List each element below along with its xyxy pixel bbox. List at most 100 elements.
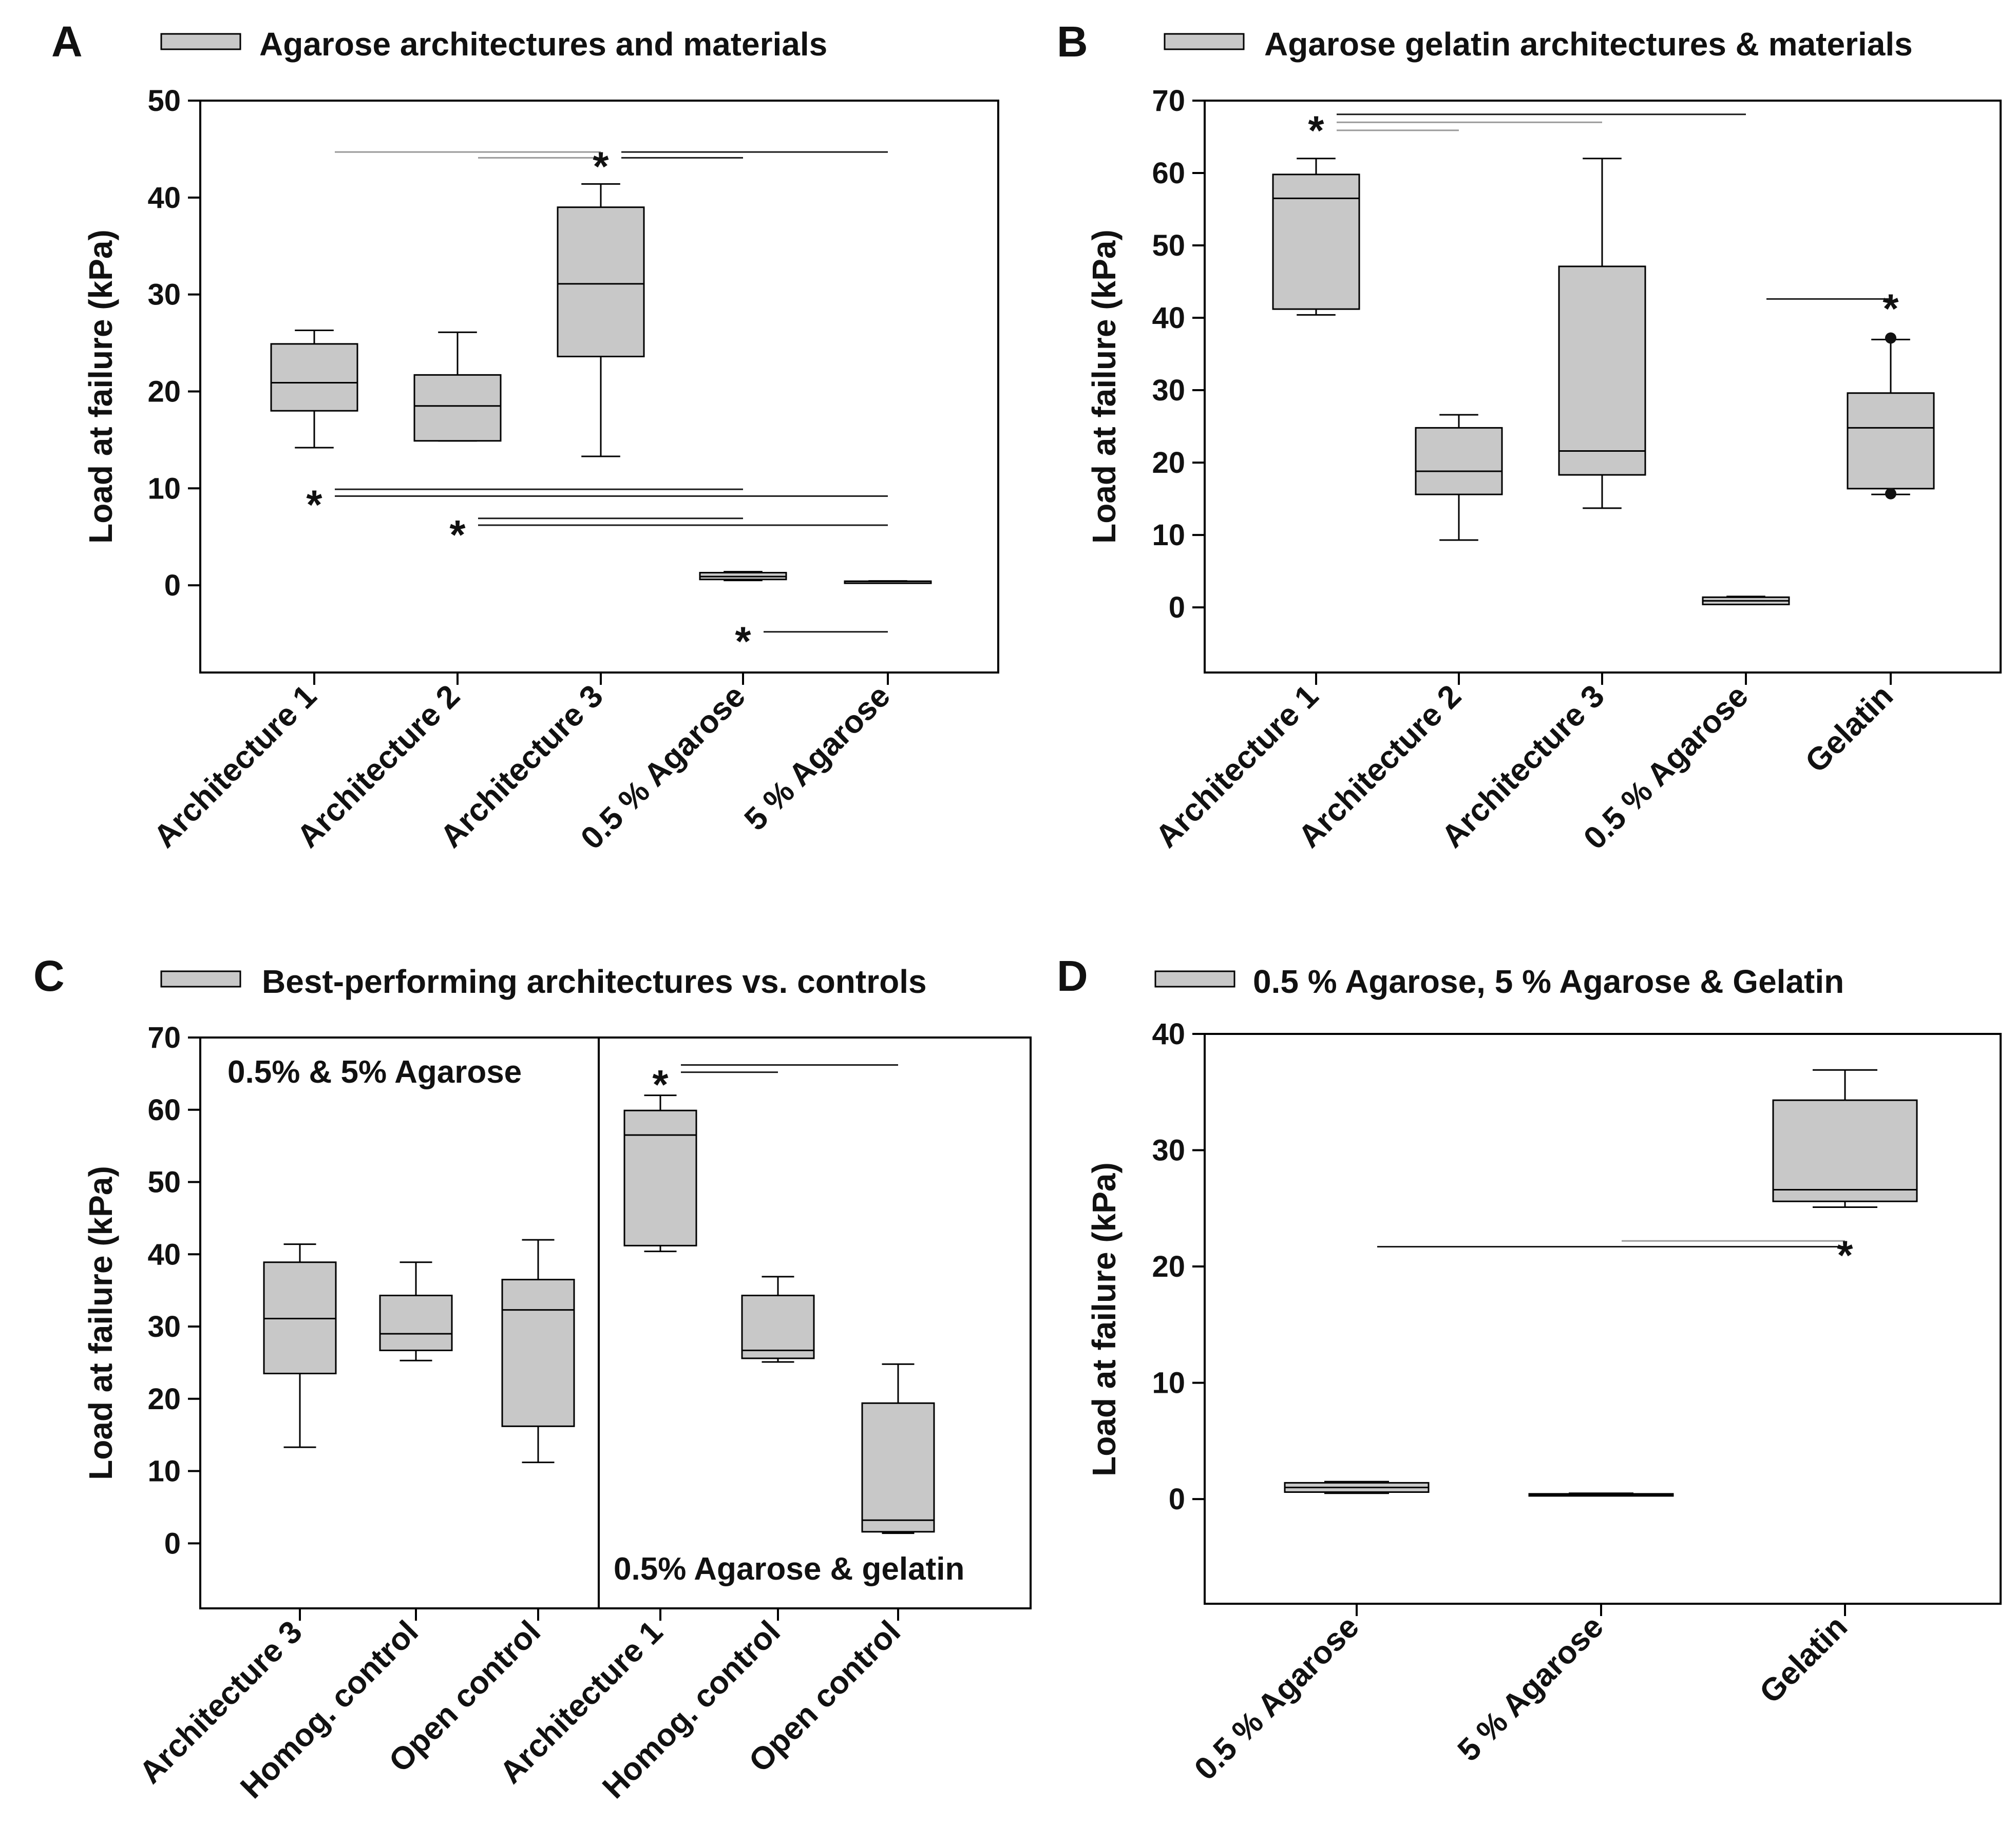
box-body: [741, 1295, 815, 1359]
box-3: [557, 183, 645, 457]
y-tick-label: 20: [1152, 1250, 1185, 1283]
significance-group: *: [735, 619, 888, 664]
significance-group: *: [1377, 1232, 1853, 1278]
box-body: [270, 343, 358, 412]
significance-star: *: [306, 482, 322, 527]
box-5: [741, 1276, 815, 1363]
significance-group: *: [1766, 285, 1899, 331]
box-body: [379, 1295, 453, 1351]
y-tick-label: 10: [147, 472, 181, 505]
box-4: [1702, 596, 1790, 605]
box-body: [1772, 1099, 1918, 1202]
y-tick-label: 50: [147, 1166, 181, 1199]
y-axis-label: Load at failure (kPa): [82, 1166, 119, 1480]
y-tick-label: 0: [164, 569, 181, 602]
y-tick-label: 10: [1152, 1367, 1185, 1400]
box-5: [1847, 338, 1935, 495]
y-tick-label: 40: [147, 1238, 181, 1271]
y-tick-label: 30: [147, 278, 181, 312]
y-tick-label: 0: [1169, 591, 1185, 624]
box-2: [413, 331, 502, 442]
legend-swatch: [160, 33, 241, 50]
legend-label: Agarose gelatin architectures & material…: [1264, 26, 1913, 63]
box-body: [1272, 174, 1360, 310]
box-body: [1415, 427, 1503, 495]
box-4: [623, 1094, 697, 1253]
box-6: [861, 1363, 935, 1534]
panel-letter: B: [1057, 17, 1088, 66]
y-tick-label: 40: [147, 181, 181, 215]
box-body: [623, 1109, 697, 1246]
y-tick-label: 20: [147, 375, 181, 408]
box-2: [1528, 1492, 1674, 1497]
box-5: [844, 580, 932, 584]
y-tick-label: 60: [1152, 157, 1185, 190]
group-label-left: 0.5% & 5% Agarose: [227, 1054, 522, 1090]
panel-letter: C: [33, 952, 65, 1000]
legend-label: 0.5 % Agarose, 5 % Agarose & Gelatin: [1253, 963, 1844, 1000]
box-2: [379, 1261, 453, 1361]
y-tick-label: 40: [1152, 301, 1185, 335]
panel-letter: A: [51, 17, 83, 66]
y-tick-label: 60: [147, 1093, 181, 1127]
box-body: [1558, 265, 1646, 476]
panel-letter: D: [1057, 952, 1088, 1000]
box-2: [1415, 414, 1503, 541]
significance-star: *: [449, 512, 466, 558]
legend-label: Agarose architectures and materials: [259, 26, 827, 63]
significance-group: *: [449, 512, 888, 558]
legend-swatch: [160, 970, 241, 988]
outlier-point: [1885, 332, 1896, 344]
significance-star: *: [593, 144, 609, 189]
box-3: [501, 1239, 575, 1464]
significance-group: *: [335, 144, 888, 189]
box-body: [1847, 392, 1935, 490]
y-tick-label: 70: [1152, 84, 1185, 118]
box-3: [1558, 158, 1646, 509]
box-body: [413, 374, 502, 442]
box-4: [699, 571, 787, 582]
y-tick-label: 20: [147, 1382, 181, 1416]
box-1: [270, 329, 358, 449]
y-tick-label: 20: [1152, 446, 1185, 479]
y-axis-label: Load at failure (kPa): [1086, 1162, 1123, 1476]
legend-swatch: [1164, 33, 1245, 50]
box-1: [1272, 158, 1360, 316]
box-body: [557, 206, 645, 357]
box-1: [263, 1243, 337, 1448]
group-label-right: 0.5% Agarose & gelatin: [614, 1551, 964, 1587]
y-axis-label: Load at failure (kPa): [1086, 229, 1123, 544]
significance-group: *: [306, 482, 888, 527]
legend-swatch: [1154, 970, 1235, 988]
y-tick-label: 40: [1152, 1017, 1185, 1051]
y-tick-label: 50: [147, 84, 181, 118]
legend-label: Best-performing architectures vs. contro…: [262, 963, 927, 1000]
significance-star: *: [652, 1062, 669, 1107]
y-tick-label: 70: [147, 1021, 181, 1054]
box-body: [861, 1402, 935, 1533]
y-tick-label: 0: [164, 1527, 181, 1560]
significance-star: *: [735, 619, 751, 664]
box-3: [1772, 1069, 1918, 1208]
y-axis-label: Load at failure (kPa): [82, 229, 119, 544]
significance-star: *: [1882, 285, 1899, 331]
significance-group: *: [652, 1062, 898, 1107]
box-body: [501, 1279, 575, 1427]
plot-frame: [199, 1036, 1032, 1609]
y-tick-label: 10: [1152, 518, 1185, 552]
y-tick-label: 10: [147, 1455, 181, 1488]
y-tick-label: 0: [1169, 1483, 1185, 1516]
y-tick-label: 50: [1152, 229, 1185, 262]
y-tick-label: 30: [147, 1310, 181, 1343]
significance-group: *: [1308, 107, 1746, 153]
y-tick-label: 30: [1152, 1134, 1185, 1167]
significance-star: *: [1837, 1232, 1853, 1278]
box-1: [1284, 1481, 1430, 1494]
plot-frame: [199, 100, 999, 674]
y-tick-label: 30: [1152, 374, 1185, 407]
outlier-point: [1885, 488, 1896, 500]
plot-frame: [1204, 1033, 2002, 1605]
significance-star: *: [1308, 107, 1324, 153]
